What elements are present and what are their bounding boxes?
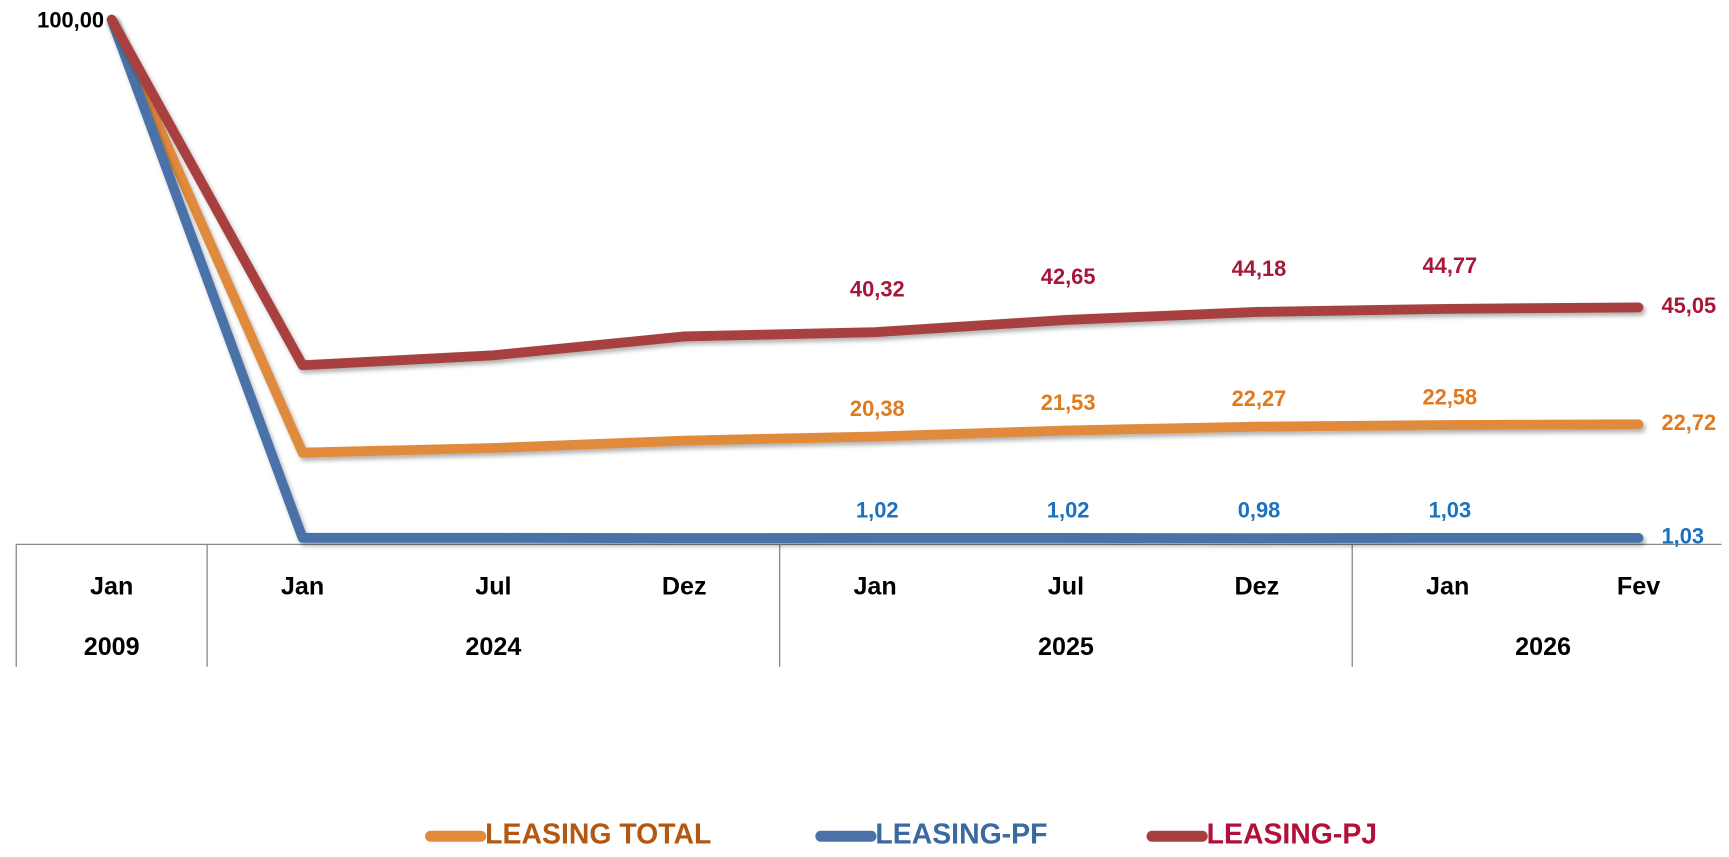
x-group-label: 2009 [84, 633, 140, 661]
data-label: 1,03 [1661, 524, 1704, 549]
data-label: 1,02 [856, 497, 899, 522]
series-line [106, 14, 1644, 458]
x-tick-label: Dez [1234, 573, 1279, 601]
data-label: 42,65 [1041, 264, 1096, 289]
data-label: 22,58 [1423, 385, 1478, 410]
legend-label: LEASING-PJ [1207, 819, 1377, 851]
series-line [106, 14, 1644, 371]
x-group-label: 2025 [1038, 633, 1094, 661]
x-tick-label: Jan [853, 573, 896, 601]
data-label: 44,77 [1423, 253, 1478, 278]
data-label: 1,03 [1429, 497, 1472, 522]
plot-area: 100,00 20,38 21,53 22,27 22,58 22,72 1,02 1,02 0… [37, 8, 1716, 549]
data-label: 45,05 [1661, 293, 1716, 318]
x-axis: Jan Jan Jul Dez Jan Jul Dez Jan Fev 2009 2024 2025 2… [15, 543, 1722, 667]
data-label: 22,27 [1232, 386, 1287, 411]
x-tick-label: Dez [662, 573, 707, 601]
x-tick-label: Jan [90, 573, 133, 601]
x-tick-label: Jul [475, 573, 511, 601]
data-label: 0,98 [1238, 498, 1281, 523]
data-label: 20,38 [850, 396, 905, 421]
x-group-label: 2026 [1515, 633, 1571, 661]
data-label: 100,00 [37, 8, 104, 33]
legend: LEASING TOTAL LEASING-PF LEASING-PJ [425, 819, 1377, 851]
data-label: 21,53 [1041, 390, 1096, 415]
x-tick-label: Jan [1426, 573, 1469, 601]
data-label: 40,32 [850, 276, 905, 301]
data-label: 1,02 [1047, 497, 1090, 522]
legend-label: LEASING-PF [875, 819, 1047, 851]
series-line [106, 14, 1644, 544]
data-label: 22,72 [1661, 410, 1716, 435]
data-label: 44,18 [1232, 256, 1287, 281]
x-tick-label: Fev [1617, 573, 1660, 601]
x-tick-label: Jul [1048, 573, 1084, 601]
x-group-label: 2024 [465, 633, 521, 661]
legend-label: LEASING TOTAL [485, 819, 711, 851]
x-tick-label: Jan [281, 573, 324, 601]
